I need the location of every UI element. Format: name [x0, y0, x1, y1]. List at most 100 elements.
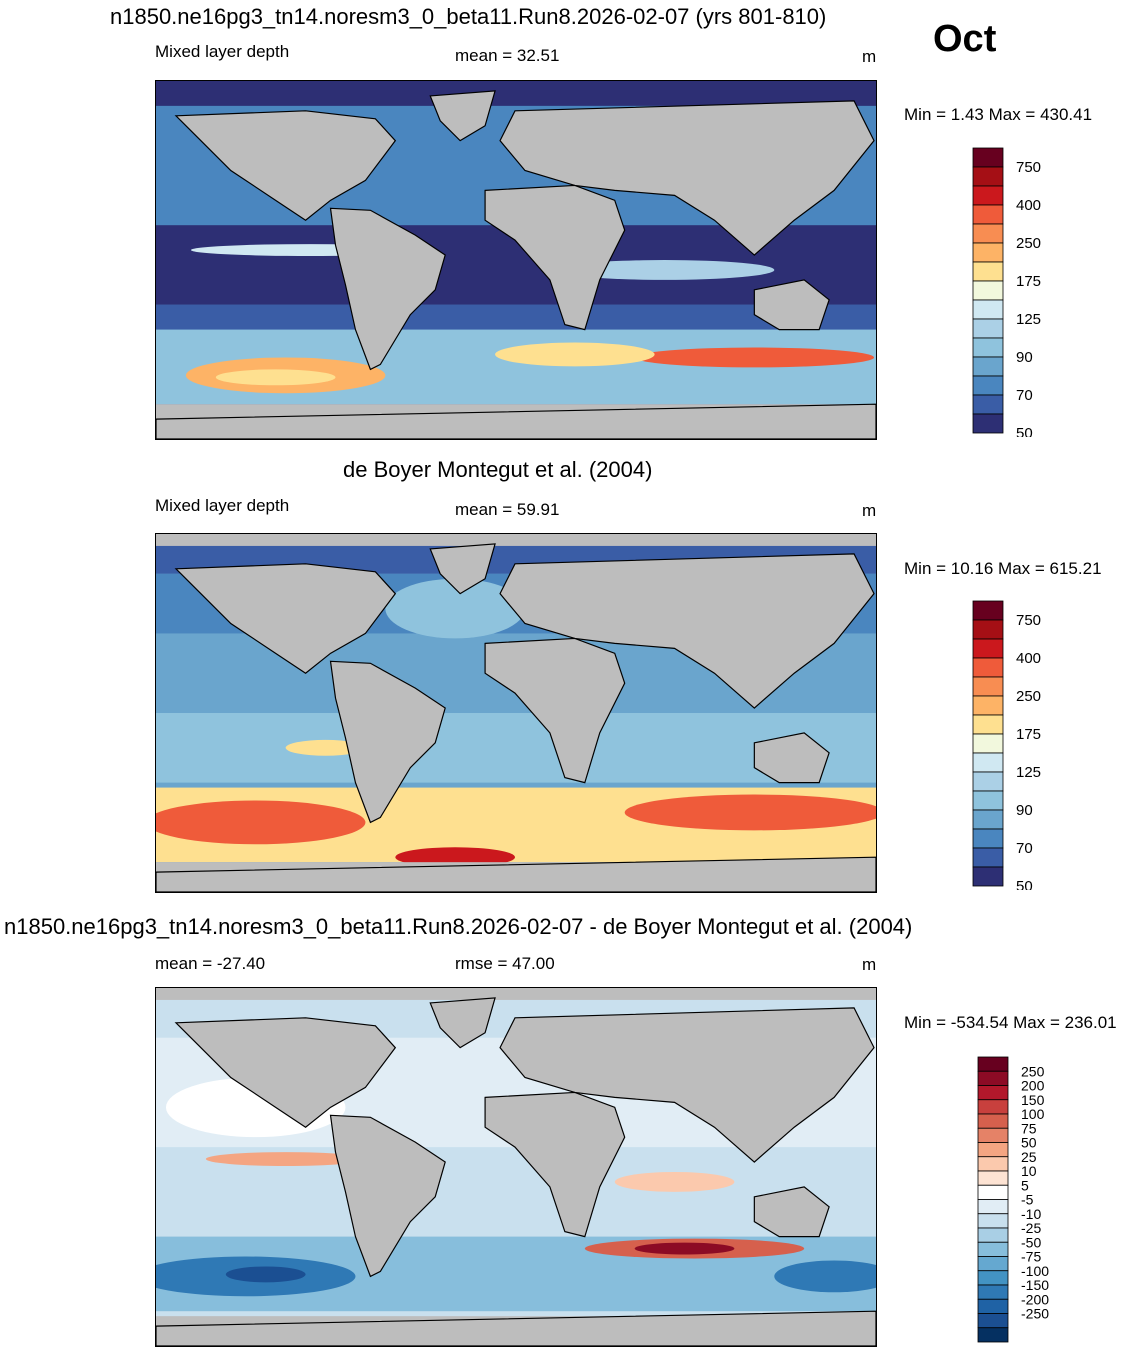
colorbar-tick-label: -50 [1021, 1234, 1041, 1250]
panel1-title: n1850.ne16pg3_tn14.noresm3_0_beta11.Run8… [110, 4, 827, 29]
colorbar-box [972, 790, 1004, 811]
colorbar-box [977, 1170, 1009, 1186]
colorbar-tick-label: 750 [1016, 159, 1041, 176]
colorbar-box [972, 147, 1004, 168]
colorbar-box [972, 261, 1004, 282]
colorbar-tick-label: -75 [1021, 1249, 1041, 1265]
panel3-minmax-label: Min = -534.54 Max = 236.01 [904, 1013, 1117, 1032]
colorbar-box [972, 733, 1004, 754]
colorbar-tick-label: 400 [1016, 197, 1041, 214]
panel2-mean-label: mean = 59.91 [455, 500, 560, 519]
colorbar-box [977, 1227, 1009, 1243]
colorbar-tick-label: 125 [1016, 764, 1041, 781]
colorbar-tick-label: 75 [1021, 1120, 1037, 1136]
panel1-colorbar: 7504002501751259070503010 [972, 147, 1102, 437]
colorbar-box [977, 1142, 1009, 1158]
colorbar-tick-label: 5 [1021, 1177, 1029, 1193]
colorbar-box [972, 337, 1004, 358]
colorbar-tick-label: 10 [1021, 1163, 1037, 1179]
colorbar-tick-label: 250 [1021, 1063, 1045, 1079]
colorbar-box [977, 1241, 1009, 1257]
colorbar-tick-label: 175 [1016, 726, 1041, 743]
colorbar-box [972, 828, 1004, 849]
colorbar-tick-label: 250 [1016, 688, 1041, 705]
colorbar-box [977, 1056, 1009, 1072]
colorbar-box [972, 638, 1004, 659]
panel3-units-label: m [862, 955, 877, 974]
colorbar-box [977, 1256, 1009, 1272]
colorbar-box [972, 166, 1004, 187]
colorbar-box [977, 1127, 1009, 1143]
panel1-map [155, 80, 877, 440]
colorbar-box [972, 619, 1004, 640]
colorbar-box [977, 1284, 1009, 1300]
colorbar-tick-label: -5 [1021, 1192, 1034, 1208]
colorbar-box [977, 1270, 1009, 1286]
colorbar-box [977, 1113, 1009, 1129]
panel2-left-label: Mixed layer depth [155, 496, 290, 515]
colorbar-box [972, 394, 1004, 415]
colorbar-tick-label: 100 [1021, 1106, 1045, 1122]
colorbar-tick-label: -200 [1021, 1291, 1049, 1307]
panel3-title: n1850.ne16pg3_tn14.noresm3_0_beta11.Run8… [4, 914, 913, 939]
colorbar-tick-label: -100 [1021, 1263, 1049, 1279]
panel2-units-label: m [862, 501, 877, 520]
colorbar-tick-label: 50 [1021, 1135, 1037, 1151]
colorbar-box [972, 299, 1004, 320]
panel3-colorbar: 250 200 150 100 75 50 25 10 5 -5 -10 -25 -50 -75 -100-… [977, 1056, 1107, 1346]
panel1-units-label: m [862, 47, 877, 66]
panel2-colorbar: 7504002501751259070503010 [972, 600, 1102, 890]
colorbar-tick-label: -250 [1021, 1306, 1049, 1322]
colorbar-tick-label: 70 [1016, 387, 1033, 404]
colorbar-tick-label: 400 [1016, 650, 1041, 667]
panel1-mean-label: mean = 32.51 [455, 46, 560, 65]
colorbar-tick-label: 200 [1021, 1078, 1045, 1094]
colorbar-box [977, 1099, 1009, 1115]
colorbar-box [977, 1156, 1009, 1172]
colorbar-box [972, 657, 1004, 678]
panel1-minmax-label: Min = 1.43 Max = 430.41 [904, 105, 1093, 124]
colorbar-box [977, 1327, 1009, 1343]
colorbar-box [972, 752, 1004, 773]
panel3-map [155, 987, 877, 1347]
colorbar-tick-label: 50 [1016, 878, 1033, 890]
colorbar-box [972, 223, 1004, 244]
colorbar-box [972, 809, 1004, 830]
colorbar-box [977, 1070, 1009, 1086]
colorbar-box [972, 771, 1004, 792]
colorbar-box [972, 866, 1004, 887]
colorbar-tick-label: 50 [1016, 425, 1033, 437]
colorbar-tick-label: -25 [1021, 1220, 1041, 1236]
colorbar-box [977, 1085, 1009, 1101]
panel1-left-label: Mixed layer depth [155, 42, 290, 61]
panel2-map [155, 533, 877, 893]
colorbar-box [972, 413, 1004, 434]
colorbar-box [972, 695, 1004, 716]
panel2-title: de Boyer Montegut et al. (2004) [343, 457, 653, 482]
colorbar-tick-label: 25 [1021, 1149, 1037, 1165]
colorbar-box [977, 1184, 1009, 1200]
colorbar-box [977, 1313, 1009, 1329]
panel3-mean-label: mean = -27.40 [155, 954, 266, 973]
colorbar-box [972, 242, 1004, 263]
colorbar-box [972, 375, 1004, 396]
colorbar-box [972, 280, 1004, 301]
colorbar-box [977, 1213, 1009, 1229]
colorbar-tick-label: 90 [1016, 349, 1033, 366]
colorbar-tick-label: 90 [1016, 802, 1033, 819]
colorbar-box [972, 356, 1004, 377]
colorbar-box [977, 1298, 1009, 1314]
panel3-rmse-label: rmse = 47.00 [455, 954, 555, 973]
colorbar-tick-label: -10 [1021, 1206, 1041, 1222]
colorbar-box [977, 1199, 1009, 1215]
month-label: Oct [933, 18, 997, 60]
colorbar-tick-label: 70 [1016, 840, 1033, 857]
colorbar-tick-label: 125 [1016, 311, 1041, 328]
colorbar-box [972, 204, 1004, 225]
colorbar-box [972, 600, 1004, 621]
colorbar-box [972, 318, 1004, 339]
colorbar-tick-label: 250 [1016, 235, 1041, 252]
colorbar-box [972, 185, 1004, 206]
panel2-minmax-label: Min = 10.16 Max = 615.21 [904, 559, 1102, 578]
colorbar-box [972, 676, 1004, 697]
